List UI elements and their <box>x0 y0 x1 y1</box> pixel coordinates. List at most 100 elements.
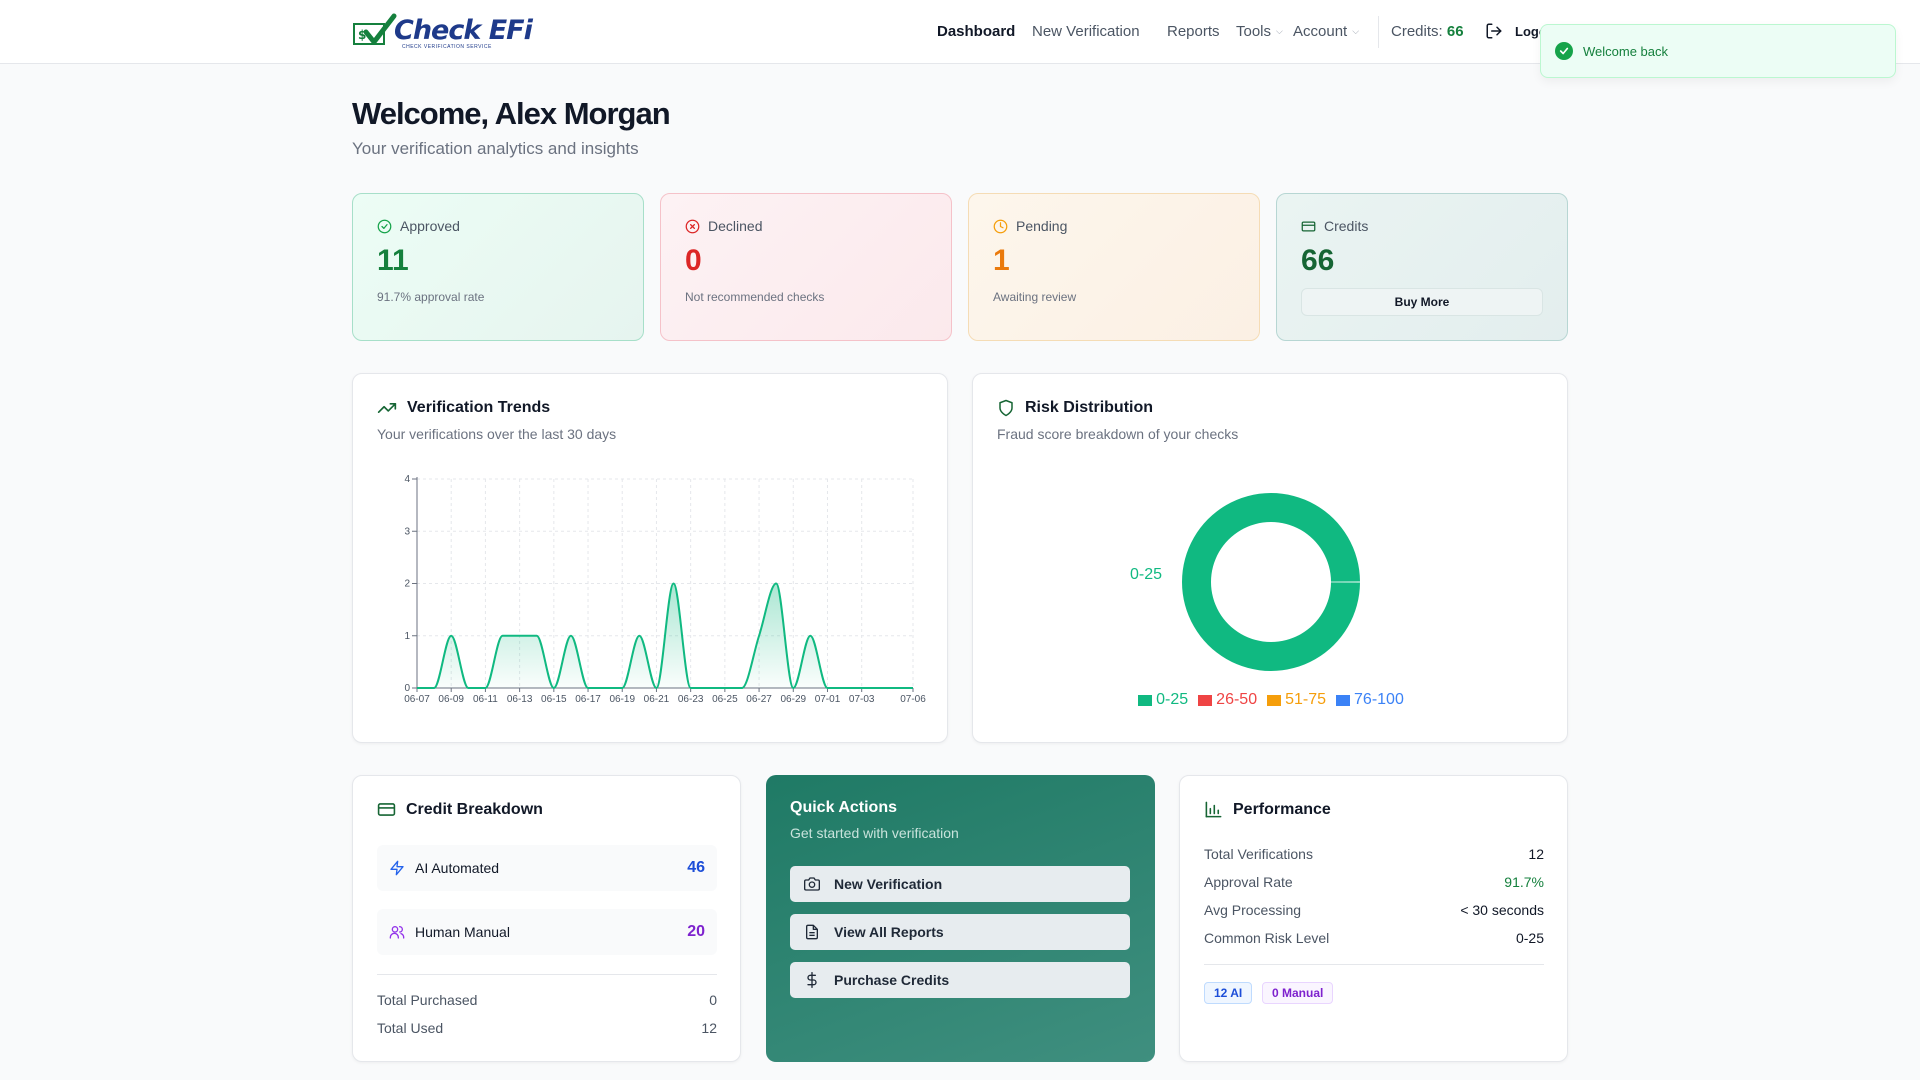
x-tick-label: 06-23 <box>678 694 704 705</box>
stat-label: Approved <box>400 218 460 234</box>
page-title: Welcome, Alex Morgan <box>352 96 671 131</box>
perf-label: Common Risk Level <box>1204 930 1330 946</box>
x-tick-label: 06-15 <box>541 694 567 705</box>
verification-trends-chart: 0 1 2 3 4 06-07 06-09 06-11 06-13 06-15 06-17 06-19… <box>404 474 926 705</box>
total-purchased-row: Total Purchased 0 <box>377 992 717 1008</box>
manual-count-badge: 0 Manual <box>1262 982 1334 1004</box>
clock-icon <box>993 219 1008 233</box>
logout-button[interactable]: Logo <box>1485 22 1547 40</box>
legend-swatch <box>1336 694 1351 706</box>
total-used-value: 12 <box>701 1020 717 1036</box>
header-credits-value: 66 <box>1446 23 1464 40</box>
nav-divider <box>1378 16 1379 48</box>
nav-account[interactable]: Account ⌵ <box>1293 23 1359 40</box>
card-subtitle: Your verifications over the last 30 days <box>377 426 617 442</box>
shield-icon <box>999 399 1013 417</box>
legend-item[interactable]: 76-100 <box>1336 691 1404 709</box>
users-icon <box>389 926 405 939</box>
card-subtitle: Get started with verification <box>790 825 959 841</box>
perf-value: 91.7% <box>1504 874 1544 890</box>
chevron-down-icon: ⌵ <box>1352 26 1360 36</box>
y-tick-label: 1 <box>404 631 410 642</box>
quick-actions-card: Quick Actions Get started with verificat… <box>766 775 1155 1062</box>
x-tick-label: 06-11 <box>473 694 498 705</box>
x-tick-label: 07-01 <box>815 694 841 705</box>
card-title: Credit Breakdown <box>406 800 543 818</box>
card-title: Performance <box>1233 800 1331 818</box>
svg-text:$: $ <box>358 28 366 42</box>
card-title: Risk Distribution <box>1025 399 1154 416</box>
total-used-row: Total Used 12 <box>377 1020 717 1036</box>
x-tick-label: 06-29 <box>780 694 806 705</box>
card-subtitle: Fraud score breakdown of your checks <box>997 426 1239 442</box>
perf-row: Approval Rate 91.7% <box>1204 874 1544 890</box>
logo[interactable]: $ Check EFi CHECK VERIFICATION SERVICE <box>352 12 533 50</box>
credit-breakdown-card: Credit Breakdown AI Automated 46 Human M… <box>352 775 741 1062</box>
nav-reports[interactable]: Reports <box>1167 23 1220 40</box>
slice-label: 0-25 <box>1130 566 1162 583</box>
stat-value: 11 <box>377 244 409 277</box>
legend-label: 51-75 <box>1285 691 1327 708</box>
total-used-label: Total Used <box>377 1020 444 1036</box>
page-subtitle: Your verification analytics and insights <box>352 139 639 158</box>
card-title: Verification Trends <box>407 399 551 416</box>
dollar-icon <box>807 972 817 988</box>
legend-swatch <box>1267 694 1282 706</box>
check-circle-icon <box>1555 42 1573 60</box>
legend-item[interactable]: 26-50 <box>1198 691 1257 709</box>
total-purchased-value: 0 <box>709 992 717 1008</box>
x-tick-label: 06-09 <box>438 694 464 705</box>
x-tick-label: 06-19 <box>609 694 635 705</box>
card-title: Quick Actions <box>790 799 897 816</box>
nav-account-label: Account <box>1293 23 1348 40</box>
perf-value: < 30 seconds <box>1460 902 1544 918</box>
view-all-reports-button[interactable]: View All Reports <box>790 914 1130 950</box>
nav-new-verification[interactable]: New Verification <box>1032 23 1140 40</box>
divider <box>377 974 717 975</box>
nav-tools-label: Tools <box>1236 23 1272 40</box>
x-tick-label: 07-03 <box>849 694 875 705</box>
y-tick-label: 4 <box>404 474 410 485</box>
camera-icon <box>804 877 820 891</box>
stat-value: 1 <box>993 244 1010 277</box>
button-label: New Verification <box>834 876 943 892</box>
perf-value: 12 <box>1528 846 1544 862</box>
y-tick-label: 3 <box>404 526 410 537</box>
perf-label: Approval Rate <box>1204 874 1293 890</box>
zap-icon <box>390 860 404 876</box>
check-logo-icon: $ <box>353 13 397 45</box>
ai-automated-value: 46 <box>687 859 705 876</box>
header-credits-label: Credits: <box>1391 23 1443 40</box>
x-tick-label: 06-07 <box>404 694 430 705</box>
stat-card-declined: Declined 0 Not recommended checks <box>660 193 952 341</box>
buy-more-button[interactable]: Buy More <box>1301 288 1543 316</box>
risk-distribution-chart: 0-25 <box>1130 492 1360 671</box>
stat-desc: Not recommended checks <box>685 290 825 304</box>
header-credits: Credits: 66 <box>1391 23 1464 40</box>
verification-trends-card: Verification Trends Your verifications o… <box>352 373 948 743</box>
stat-desc: 91.7% approval rate <box>377 290 485 304</box>
legend-item[interactable]: 0-25 <box>1138 691 1188 709</box>
credit-card-icon <box>1301 221 1316 231</box>
nav-dashboard[interactable]: Dashboard <box>937 23 1016 40</box>
legend-item[interactable]: 51-75 <box>1267 691 1326 709</box>
x-tick-label: 06-27 <box>746 694 772 705</box>
stat-card-approved: Approved 11 91.7% approval rate <box>352 193 644 341</box>
bar-chart-icon <box>1205 801 1222 818</box>
welcome-toast[interactable]: Welcome back <box>1540 24 1896 78</box>
x-tick-label: 06-21 <box>644 694 670 705</box>
nav-tools[interactable]: Tools ⌵ <box>1236 23 1283 40</box>
new-verification-button[interactable]: New Verification <box>790 866 1130 902</box>
stat-label: Credits <box>1324 218 1369 234</box>
trending-up-icon <box>377 403 397 413</box>
y-tick-label: 2 <box>404 579 410 590</box>
human-manual-value: 20 <box>687 923 705 940</box>
stat-card-pending: Pending 1 Awaiting review <box>968 193 1260 341</box>
stat-desc: Awaiting review <box>993 290 1077 304</box>
donut-slice-0-25[interactable] <box>1182 492 1360 671</box>
purchase-credits-button[interactable]: Purchase Credits <box>790 962 1130 998</box>
trend-line <box>417 582 913 690</box>
risk-legend: 0-25 26-50 51-75 76-100 <box>973 691 1569 709</box>
stat-value: 66 <box>1301 244 1335 277</box>
legend-label: 76-100 <box>1354 691 1404 708</box>
